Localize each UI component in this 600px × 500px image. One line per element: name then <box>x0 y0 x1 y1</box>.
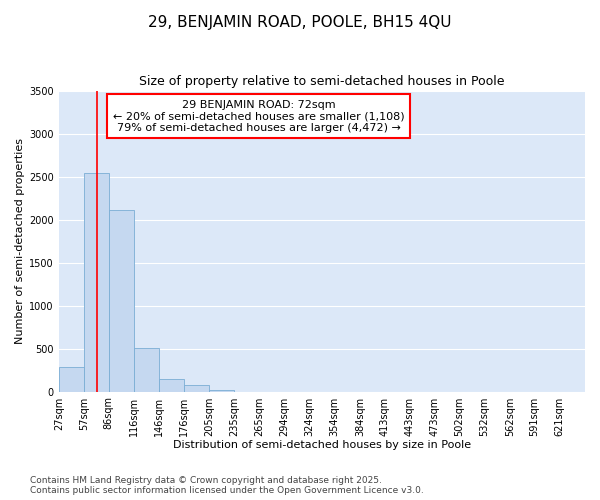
Bar <box>159 378 184 392</box>
Y-axis label: Number of semi-detached properties: Number of semi-detached properties <box>15 138 25 344</box>
Bar <box>184 385 209 392</box>
Bar <box>84 173 109 392</box>
Text: Contains HM Land Registry data © Crown copyright and database right 2025.
Contai: Contains HM Land Registry data © Crown c… <box>30 476 424 495</box>
X-axis label: Distribution of semi-detached houses by size in Poole: Distribution of semi-detached houses by … <box>173 440 471 450</box>
Text: 29 BENJAMIN ROAD: 72sqm
← 20% of semi-detached houses are smaller (1,108)
79% of: 29 BENJAMIN ROAD: 72sqm ← 20% of semi-de… <box>113 100 404 133</box>
Bar <box>134 348 159 392</box>
Text: 29, BENJAMIN ROAD, POOLE, BH15 4QU: 29, BENJAMIN ROAD, POOLE, BH15 4QU <box>148 15 452 30</box>
Bar <box>109 210 134 392</box>
Title: Size of property relative to semi-detached houses in Poole: Size of property relative to semi-detach… <box>139 75 505 88</box>
Bar <box>59 366 84 392</box>
Bar <box>209 390 234 392</box>
